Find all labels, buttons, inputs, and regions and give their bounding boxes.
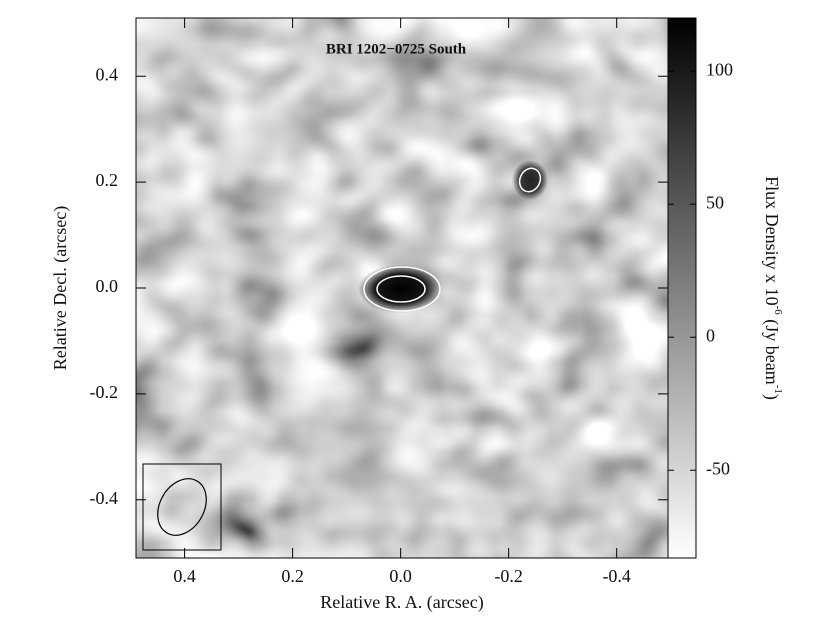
label-part: (Jy beam [761,315,782,385]
beam [157,478,207,536]
image [136,18,668,558]
x-axis-label: Relative R. A. (arcsec) [320,592,483,613]
colorbar [667,17,697,559]
source [512,160,548,200]
chart-title: BRI 1202−0725 South [326,41,467,57]
label-exponent: -6 [772,306,784,316]
x-tick-label: 0.0 [389,566,412,586]
beam-box [142,463,222,551]
y-tick-label: 0.4 [96,64,119,84]
y-axis-label: Relative Decl. (arcsec) [50,206,71,370]
y-tick-label: -0.2 [90,382,119,402]
colorbar-tick-label: 0 [706,325,715,345]
label-part: ) [761,394,782,400]
x-tick-label: -0.4 [602,566,631,586]
contour [376,275,426,303]
y-tick-label: 0.2 [96,170,119,190]
y-tick-label: -0.4 [90,488,119,508]
label-part: Flux Density x 10 [762,176,782,306]
x-tick-label: 0.4 [173,566,196,586]
x-tick-label: -0.2 [494,566,523,586]
y-tick-label: 0.0 [96,276,119,296]
contour [363,266,441,312]
colorbar-label: Flux Density x 10-6 (Jy beam-1) [761,176,785,400]
colorbar-tick-label: 50 [706,192,724,212]
label-exponent: -1 [772,385,784,394]
contour [518,167,542,193]
source [358,265,442,313]
colorbar-tick-label: 100 [706,59,733,79]
colorbar-tick-label: -50 [706,458,730,478]
x-tick-label: 0.2 [281,566,304,586]
